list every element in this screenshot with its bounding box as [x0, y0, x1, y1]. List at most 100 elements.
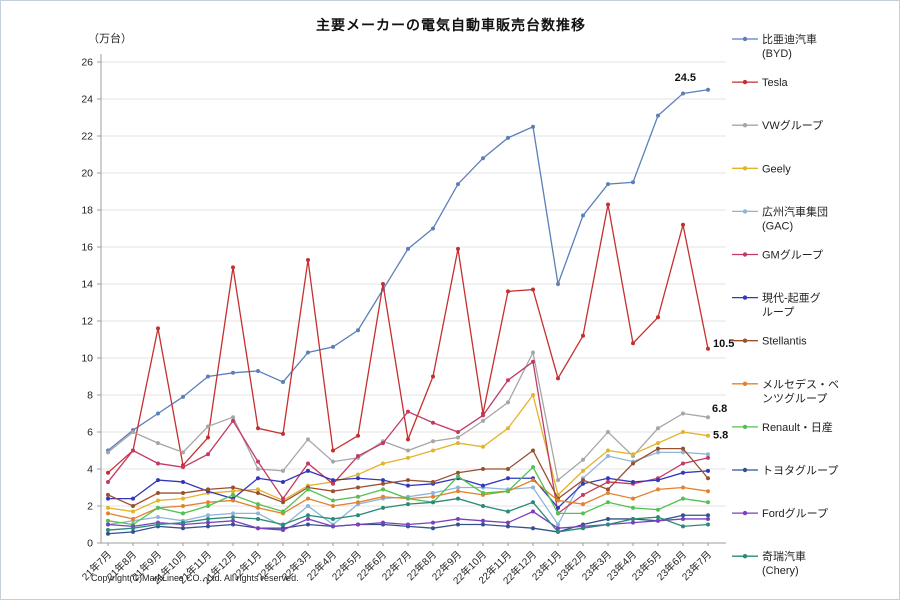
chart-title: 主要メーカーの電気自動車販売台数推移	[316, 17, 586, 33]
data-point	[306, 496, 310, 501]
legend-marker-dot	[742, 338, 748, 343]
legend-marker-dot	[742, 209, 748, 214]
data-point	[506, 426, 510, 431]
legend-marker-dot	[742, 510, 748, 516]
data-point	[456, 516, 460, 521]
data-point	[406, 522, 410, 527]
y-tick-label: 18	[81, 205, 93, 217]
data-point	[506, 489, 510, 494]
data-point	[631, 180, 635, 185]
data-point	[456, 496, 460, 501]
data-point	[506, 509, 510, 514]
data-point	[231, 370, 235, 375]
data-point	[181, 511, 185, 516]
data-point	[181, 491, 185, 496]
data-point	[706, 87, 710, 92]
data-point	[431, 526, 435, 531]
data-point	[256, 467, 260, 471]
data-point	[506, 289, 510, 294]
data-point	[256, 368, 260, 373]
y-tick-label: 6	[87, 427, 93, 439]
data-point	[456, 489, 460, 494]
y-tick-label: 8	[87, 390, 93, 402]
legend-label: Renault・日産	[762, 421, 833, 434]
data-point	[156, 505, 160, 510]
data-point	[706, 522, 710, 527]
data-point	[231, 492, 235, 497]
data-point	[231, 418, 235, 423]
data-point	[481, 483, 485, 488]
legend-marker-dot	[742, 166, 748, 171]
data-point	[131, 529, 135, 534]
data-point	[606, 516, 610, 521]
data-point	[656, 426, 660, 431]
data-point	[106, 528, 110, 533]
data-point	[381, 520, 385, 525]
data-point	[156, 326, 160, 331]
data-point	[456, 485, 460, 490]
data-point	[206, 516, 210, 521]
legend-label: ンツグループ	[762, 391, 827, 405]
data-point	[331, 498, 335, 503]
data-point	[181, 479, 185, 484]
legend-label: (GAC)	[762, 220, 793, 232]
data-point	[231, 511, 235, 516]
data-point	[581, 502, 585, 507]
y-axis-unit-label: （万台）	[88, 33, 132, 45]
data-point	[231, 415, 235, 420]
data-point	[631, 479, 635, 484]
data-point	[106, 518, 110, 523]
data-point	[556, 526, 560, 531]
data-point	[356, 513, 360, 518]
data-point	[656, 478, 660, 483]
legend-item-奇瑞汽車(Chery): 奇瑞汽車 (Chery)	[732, 549, 806, 577]
data-point	[431, 420, 435, 425]
data-point	[256, 526, 260, 531]
data-point	[306, 461, 310, 466]
legend-marker-dot	[742, 252, 748, 257]
data-point	[581, 511, 585, 516]
data-point	[381, 461, 385, 466]
data-point	[556, 522, 560, 527]
data-point	[106, 511, 110, 516]
data-point	[706, 433, 710, 438]
data-point	[281, 528, 285, 533]
data-point	[306, 522, 310, 527]
data-point	[131, 526, 135, 531]
data-point	[706, 346, 710, 351]
data-point	[556, 511, 560, 516]
data-point	[531, 350, 535, 355]
data-point	[656, 518, 660, 523]
data-point	[331, 459, 335, 464]
series-line	[107, 89, 709, 452]
data-point	[506, 524, 510, 529]
data-point	[681, 446, 685, 451]
data-point	[406, 437, 410, 442]
legend-label: 現代-起亜グ	[762, 291, 821, 305]
series-GMグループ	[106, 359, 710, 516]
data-point	[506, 135, 510, 140]
data-point	[681, 222, 685, 227]
data-point	[256, 487, 260, 492]
legend: 比亜迪汽車 (BYD) Tesla VWグループ Geely 広州汽車集団 (GAC) GMグ…	[732, 32, 839, 577]
data-point	[581, 468, 585, 473]
data-point	[606, 487, 610, 492]
data-point	[156, 411, 160, 416]
y-tick-label: 10	[81, 353, 93, 365]
data-point	[331, 516, 335, 521]
data-point	[706, 516, 710, 521]
data-point	[681, 470, 685, 475]
data-point	[606, 522, 610, 527]
data-point	[456, 430, 460, 434]
data-point	[331, 344, 335, 349]
legend-label: トヨタグループ	[762, 463, 838, 477]
legend-marker-dot	[742, 467, 748, 473]
data-point	[606, 491, 610, 496]
data-point	[606, 430, 610, 434]
legend-label: 奇瑞汽車	[762, 549, 806, 563]
data-point	[106, 505, 110, 510]
data-point	[106, 450, 110, 455]
data-point	[106, 479, 110, 484]
